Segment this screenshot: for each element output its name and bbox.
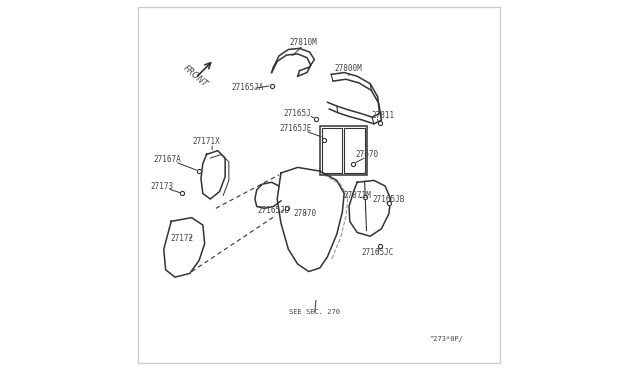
Text: 27870: 27870: [294, 209, 317, 218]
Text: 27811: 27811: [372, 111, 395, 120]
Text: 27670: 27670: [355, 150, 378, 159]
Text: 27810M: 27810M: [289, 38, 317, 47]
Bar: [320, 126, 367, 175]
Text: FRONT: FRONT: [182, 64, 209, 89]
Text: 27167A: 27167A: [154, 155, 181, 164]
Text: 27165JA: 27165JA: [231, 83, 264, 92]
Bar: [344, 128, 365, 173]
Text: 27171X: 27171X: [193, 137, 220, 146]
Text: 27173: 27173: [150, 182, 173, 190]
Text: 27172: 27172: [171, 234, 194, 243]
Text: ^273*0P/: ^273*0P/: [429, 336, 463, 341]
Text: 27165JB: 27165JB: [372, 195, 405, 203]
Text: 27871M: 27871M: [343, 191, 371, 200]
Text: 27165J: 27165J: [284, 109, 312, 118]
Text: 27165JC: 27165JC: [362, 248, 394, 257]
Bar: [322, 128, 342, 173]
Text: 27165JD: 27165JD: [257, 206, 290, 215]
Text: 27800M: 27800M: [334, 64, 362, 73]
Text: SEE SEC. 270: SEE SEC. 270: [289, 310, 340, 315]
Text: 27165JE: 27165JE: [280, 124, 312, 133]
